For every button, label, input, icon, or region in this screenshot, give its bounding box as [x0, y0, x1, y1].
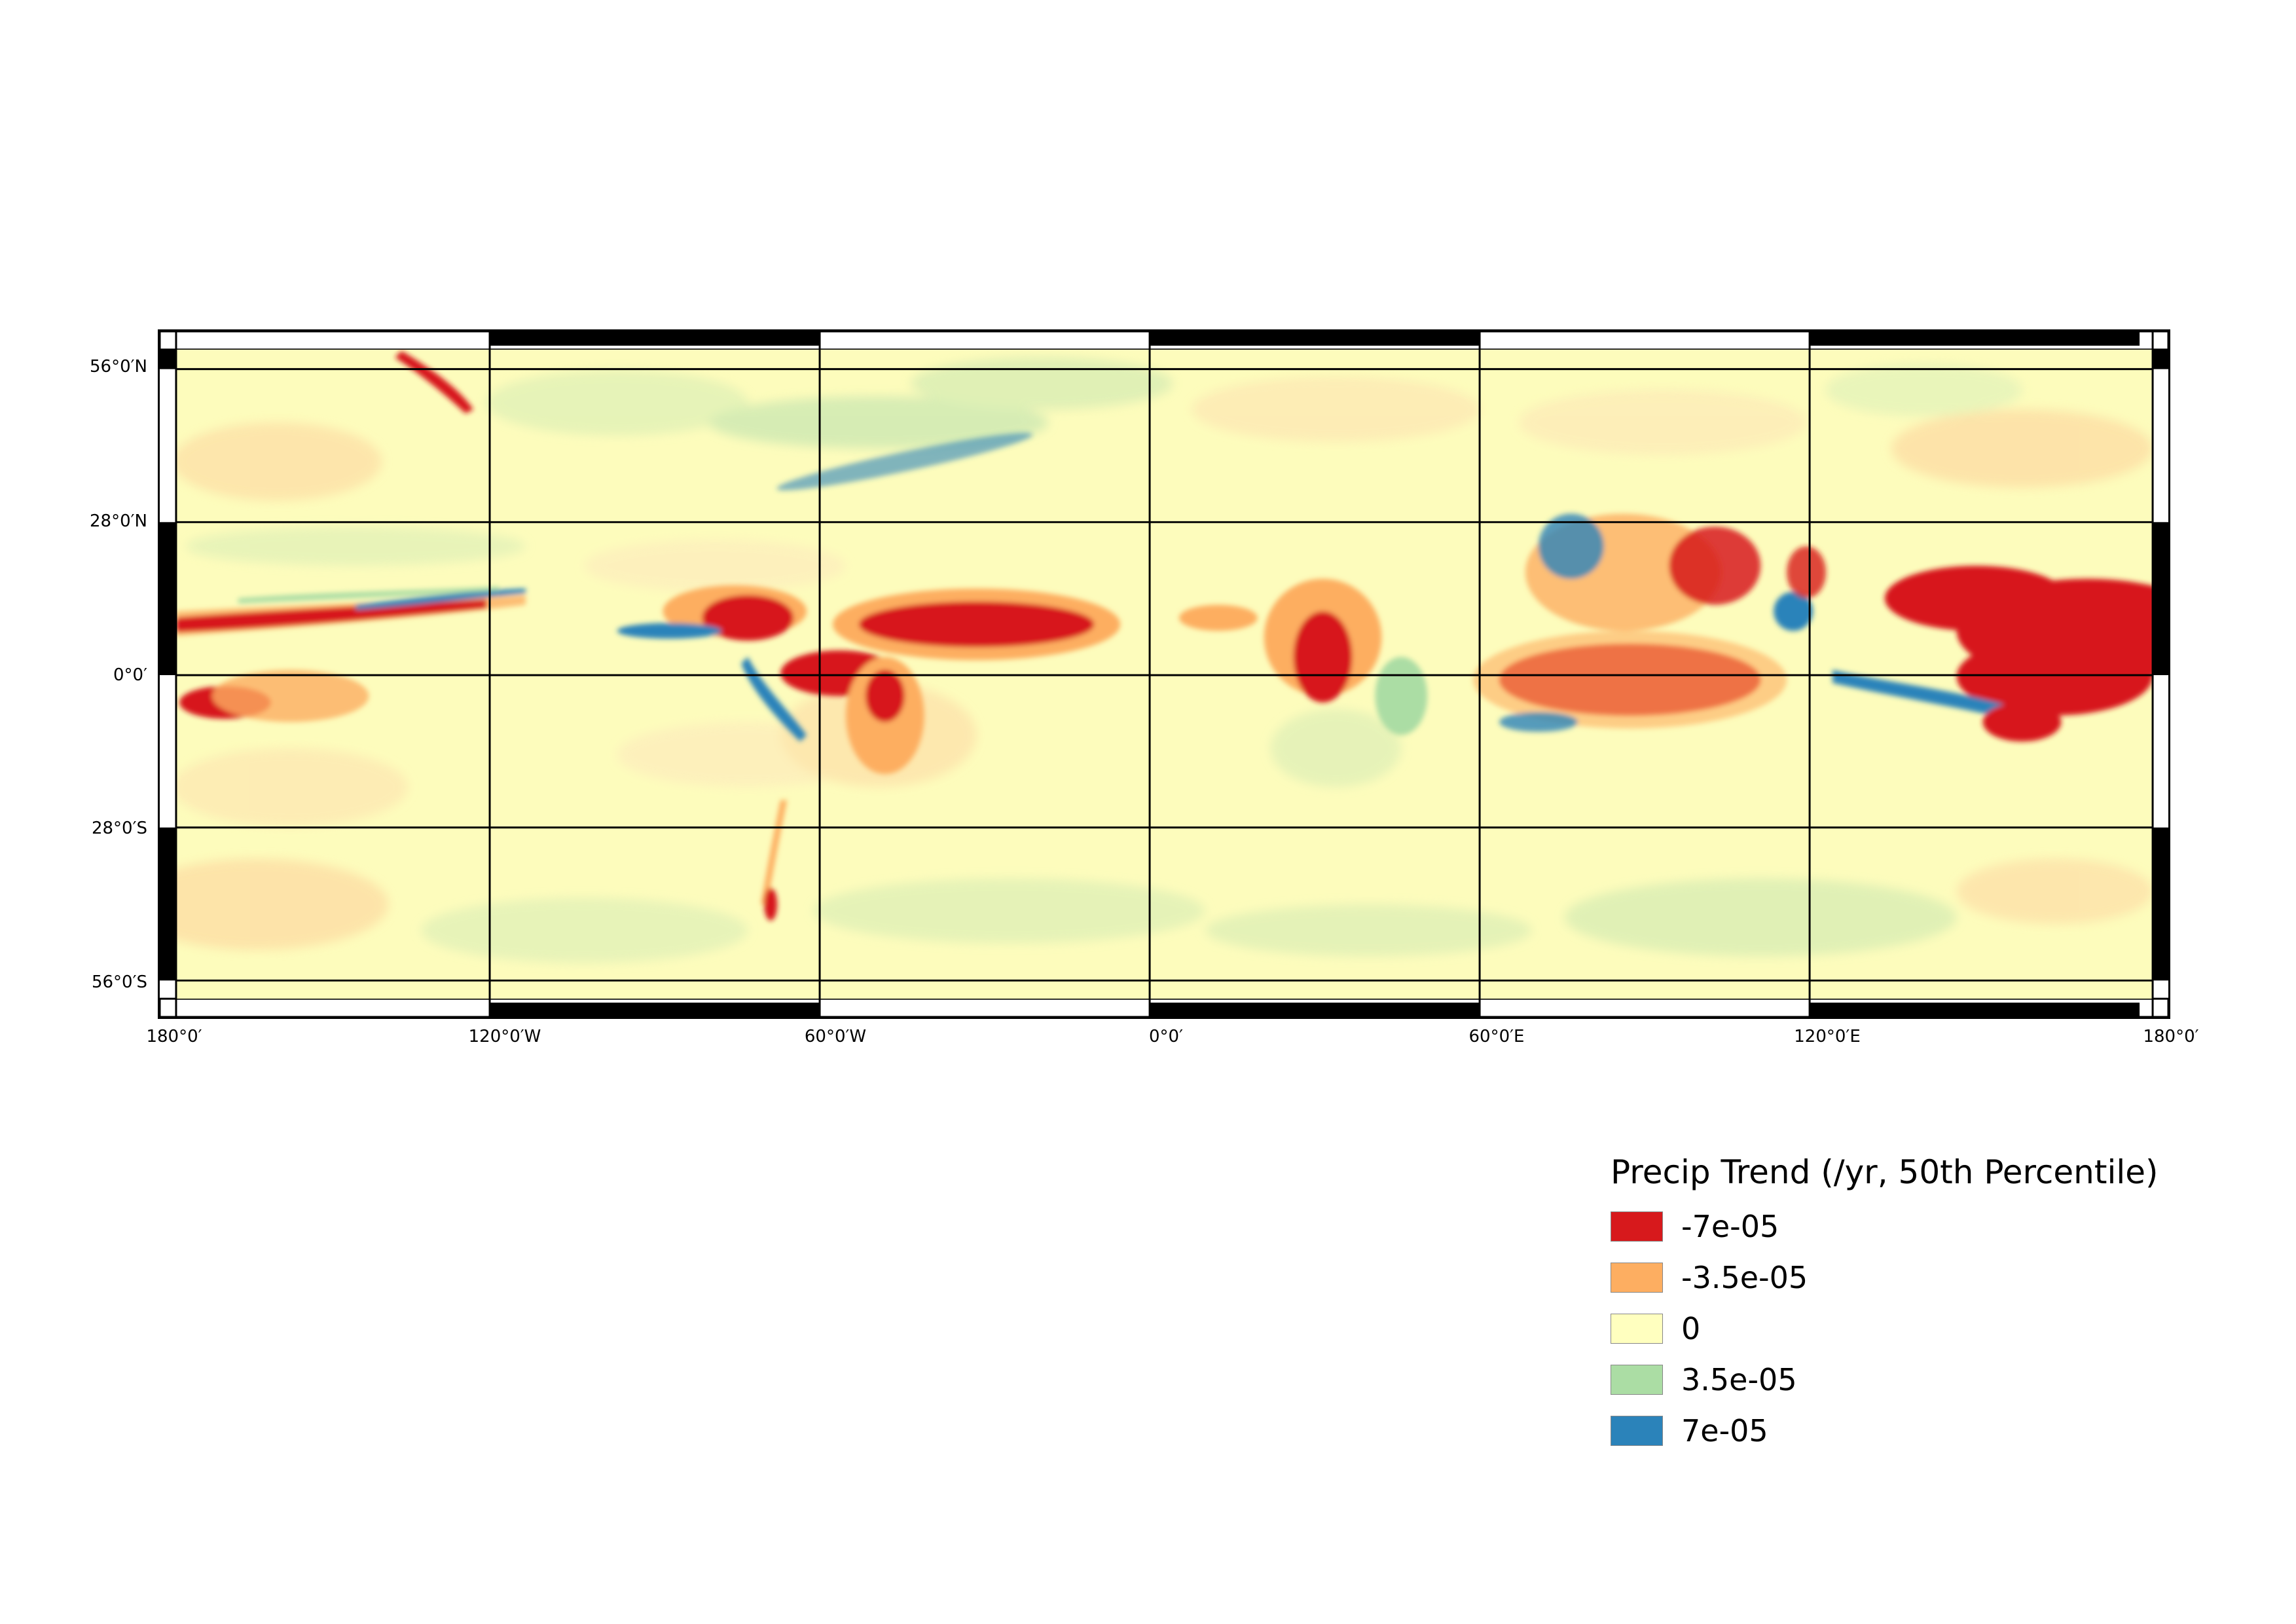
lon-label-120e: 120°0′E [1794, 1027, 1861, 1046]
yellow-swatch [1611, 1314, 1663, 1344]
graticule [175, 331, 2154, 1017]
orange-swatch [1611, 1263, 1663, 1293]
legend-item-label: 7e-05 [1681, 1413, 1768, 1449]
legend-item-label: 0 [1681, 1311, 1701, 1346]
green-swatch [1611, 1365, 1663, 1395]
legend: Precip Trend (/yr, 50th Percentile) -7e-… [1611, 1153, 2200, 1456]
lon-label-0: 0°0′ [1149, 1027, 1183, 1046]
lat-label-56s: 56°0′S [91, 972, 147, 992]
lon-label-180e: 180°0′ [2143, 1027, 2199, 1046]
legend-item: 3.5e-05 [1611, 1354, 2200, 1405]
frame-border [160, 331, 2168, 1017]
lon-label-120w: 120°0′W [468, 1027, 541, 1046]
legend-item-label: -7e-05 [1681, 1209, 1779, 1244]
lon-label-60e: 60°0′E [1468, 1027, 1525, 1046]
legend-item: -7e-05 [1611, 1201, 2200, 1252]
lat-label-56n: 56°0′N [90, 357, 147, 377]
legend-item-label: 3.5e-05 [1681, 1362, 1797, 1397]
lat-label-equator: 0°0′ [113, 665, 147, 685]
map-frame [158, 329, 2170, 1019]
legend-item: 7e-05 [1611, 1405, 2200, 1456]
legend-item: -3.5e-05 [1611, 1252, 2200, 1303]
red-swatch [1611, 1211, 1663, 1242]
legend-item-label: -3.5e-05 [1681, 1260, 1808, 1295]
lat-label-28n: 28°0′N [90, 511, 147, 531]
lat-label-28s: 28°0′S [91, 819, 147, 838]
lon-label-180w: 180°0′ [146, 1027, 202, 1046]
lon-label-60w: 60°0′W [804, 1027, 867, 1046]
legend-title: Precip Trend (/yr, 50th Percentile) [1611, 1153, 2159, 1191]
precip-trend-map [160, 331, 2168, 1017]
legend-item: 0 [1611, 1303, 2200, 1354]
blue-swatch [1611, 1416, 1663, 1446]
